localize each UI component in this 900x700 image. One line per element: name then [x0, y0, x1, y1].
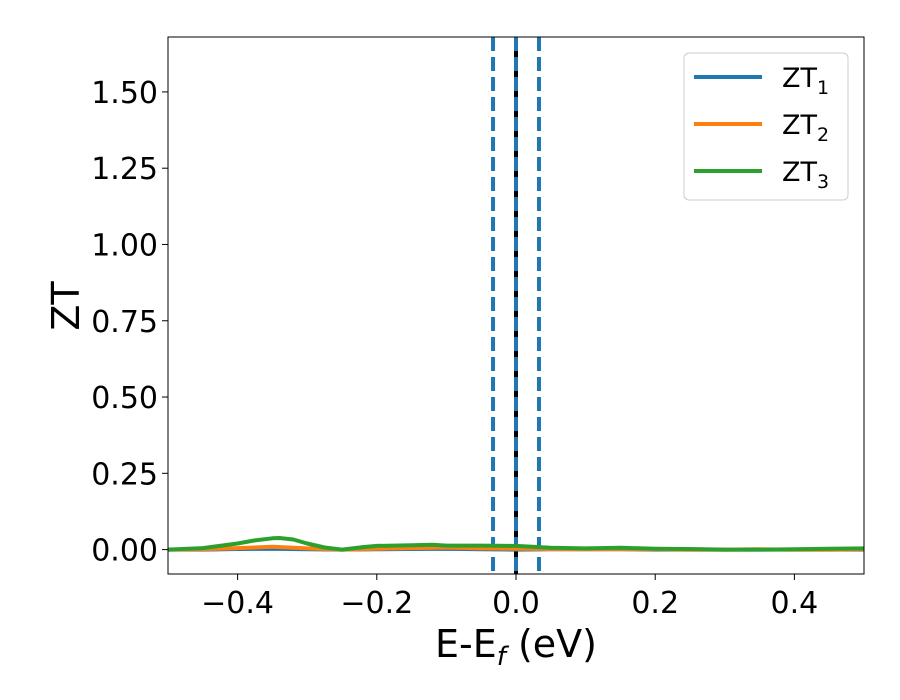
legend: ZT1 ZT2 ZT3 — [683, 52, 849, 201]
legend-label-zt2: ZT2 — [782, 110, 829, 146]
x-tick-label: −0.4 — [201, 586, 274, 621]
y-tick-label: 1.50 — [91, 76, 158, 111]
y-axis-label: ZT — [44, 281, 88, 331]
y-tick-label: 0.25 — [91, 457, 158, 492]
y-tick-label: 0.50 — [91, 381, 158, 416]
x-tick-label: −0.2 — [340, 586, 413, 621]
y-tick-label: 0.00 — [91, 534, 158, 569]
x-axis-label: E-Ef (eV) — [435, 622, 597, 672]
legend-label-zt3: ZT3 — [782, 157, 829, 193]
y-tick-label: 1.25 — [91, 152, 158, 187]
y-tick-label: 0.75 — [91, 305, 158, 340]
legend-label-zt1: ZT1 — [782, 63, 829, 99]
x-tick-label: 0.0 — [492, 586, 540, 621]
legend-frame — [683, 52, 849, 201]
x-tick-label: 0.2 — [631, 586, 679, 621]
series-line-zt3 — [168, 536, 864, 552]
y-tick-label: 1.00 — [91, 228, 158, 263]
x-tick-label: 0.4 — [771, 586, 819, 621]
